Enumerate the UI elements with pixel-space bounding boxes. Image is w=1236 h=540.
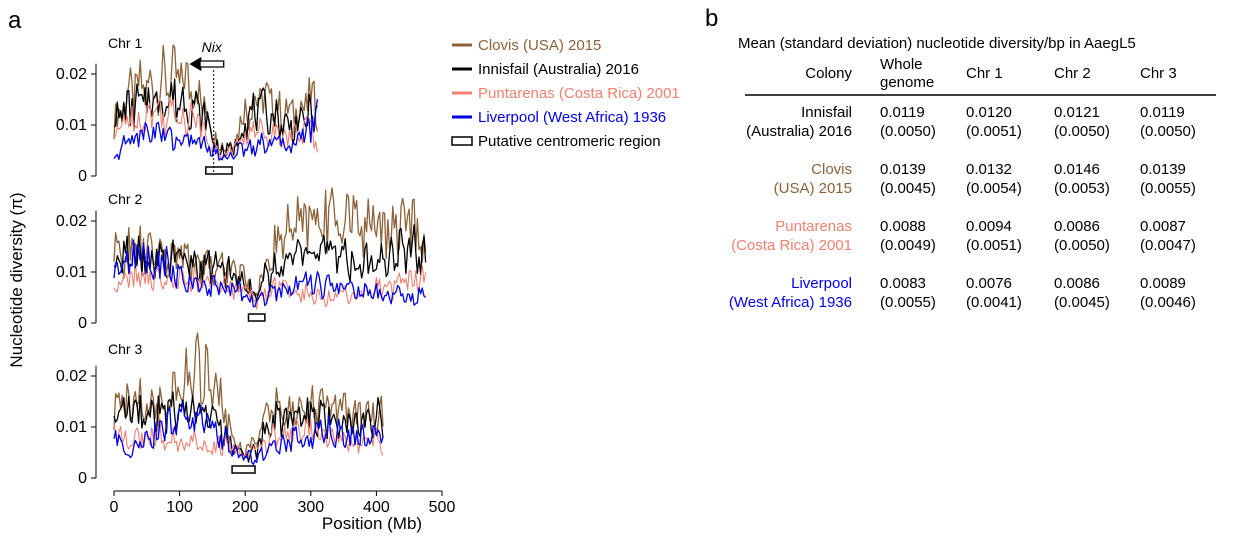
header-chr3: Chr 3 (1140, 65, 1177, 82)
x-tick-label: 200 (232, 499, 259, 516)
header-whole-line1: Whole (880, 56, 923, 73)
table-cell-sd: (0.0047) (1140, 237, 1196, 254)
chromosome-label: Chr 2 (108, 191, 142, 207)
series-line-liverpool (113, 401, 384, 466)
y-tick-label: 0.02 (56, 213, 87, 230)
series-line-puntarenas (113, 96, 318, 160)
table-cell-mean: 0.0146 (1054, 161, 1100, 178)
legend-label: Innisfail (Australia) 2016 (478, 61, 639, 78)
table-cell-sd: (0.0046) (1140, 294, 1196, 311)
diversity-table: Mean (standard deviation) nucleotide div… (729, 35, 1216, 311)
legend-label: Liverpool (West Africa) 1936 (478, 109, 666, 126)
nix-label: Nix (202, 39, 223, 55)
centromere-box (231, 465, 256, 474)
chromosome-label: Chr 1 (108, 35, 142, 51)
y-tick-label: 0.02 (56, 368, 87, 385)
series-line-clovis (113, 332, 384, 457)
x-tick-label: 300 (297, 499, 324, 516)
y-axis-label: Nucleotide diversity (π) (7, 192, 26, 367)
series-line-innisfail (113, 224, 427, 303)
y-tick-label: 0.02 (56, 66, 87, 83)
series-line-innisfail (113, 391, 384, 463)
table-cell-sd: (0.0045) (1054, 294, 1110, 311)
table-cell-mean: 0.0086 (1054, 218, 1100, 235)
nix-arrowhead-icon (190, 58, 201, 70)
series-line-liverpool (113, 239, 427, 308)
y-tick-label: 0 (78, 470, 87, 487)
table-cell-mean: 0.0083 (880, 275, 926, 292)
table-cell-mean: 0.0139 (1140, 161, 1186, 178)
table-cell-sd: (0.0051) (966, 123, 1022, 140)
legend-label: Clovis (USA) 2015 (478, 37, 601, 54)
x-tick-label: 100 (166, 499, 193, 516)
y-tick-label: 0.01 (56, 419, 87, 436)
header-chr1: Chr 1 (966, 65, 1003, 82)
table-cell-mean: 0.0089 (1140, 275, 1186, 292)
table-cell-mean: 0.0120 (966, 104, 1012, 121)
table-cell-sd: (0.0051) (966, 237, 1022, 254)
x-tick-label: 500 (429, 499, 456, 516)
table-cell-mean: 0.0132 (966, 161, 1012, 178)
chromosome-panel: 0 0.01 0.02 Chr 1 Nix (56, 35, 319, 185)
y-tick-label: 0.01 (56, 264, 87, 281)
table-colony-name: Puntarenas (775, 218, 852, 235)
table-cell-sd: (0.0050) (1140, 123, 1196, 140)
x-axis: 0 100 200 300 400 500 (110, 490, 456, 516)
panel-a-letter: a (8, 7, 22, 34)
table-cell-mean: 0.0121 (1054, 104, 1100, 121)
series-line-liverpool (113, 99, 319, 161)
table-cell-sd: (0.0053) (1054, 180, 1110, 197)
y-tick-label: 0 (78, 168, 87, 185)
table-cell-sd: (0.0041) (966, 294, 1022, 311)
x-axis-label: Position (Mb) (322, 514, 422, 533)
legend-label: Putative centromeric region (478, 133, 661, 150)
line-plots: 0 0.01 0.02 Chr 1 Nix 0 0.01 0.02 Chr 2 0 0.01 0.02… (56, 35, 456, 516)
x-tick-label: 400 (363, 499, 390, 516)
chromosome-panel: 0 0.01 0.02 Chr 3 (56, 332, 384, 487)
table-colony-name: Innisfail (801, 104, 852, 121)
centromere-box (205, 166, 233, 175)
table-cell-sd: (0.0050) (1054, 237, 1110, 254)
chromosome-panel: 0 0.01 0.02 Chr 2 (56, 187, 427, 332)
table-colony-detail: (West Africa) 1936 (729, 294, 852, 311)
table-cell-mean: 0.0086 (1054, 275, 1100, 292)
table-colony-detail: (Australia) 2016 (746, 123, 852, 140)
table-cell-sd: (0.0050) (880, 123, 936, 140)
table-cell-mean: 0.0088 (880, 218, 926, 235)
table-colony-detail: (USA) 2015 (774, 180, 852, 197)
legend: Clovis (USA) 2015 Innisfail (Australia) 2… (451, 37, 680, 150)
panel-b-letter: b (705, 5, 718, 32)
table-cell-sd: (0.0055) (880, 294, 936, 311)
table-cell-mean: 0.0094 (966, 218, 1012, 235)
header-colony: Colony (805, 65, 852, 82)
y-tick-label: 0 (78, 315, 87, 332)
table-cell-mean: 0.0119 (880, 104, 925, 121)
header-chr2: Chr 2 (1054, 65, 1091, 82)
table-colony-name: Liverpool (791, 275, 852, 292)
table-cell-mean: 0.0119 (1140, 104, 1185, 121)
centromere-box (247, 313, 266, 322)
table-cell-sd: (0.0049) (880, 237, 936, 254)
chromosome-label: Chr 3 (108, 341, 142, 357)
table-cell-sd: (0.0050) (1054, 123, 1110, 140)
table-cell-mean: 0.0087 (1140, 218, 1186, 235)
table-rows: Innisfail (Australia) 2016 0.0119 (0.0050) 0… (729, 104, 1196, 311)
table-cell-sd: (0.0045) (880, 180, 936, 197)
table-colony-name: Clovis (811, 161, 852, 178)
table-colony-detail: (Costa Rica) 2001 (731, 237, 852, 254)
table-cell-mean: 0.0139 (880, 161, 926, 178)
legend-label: Puntarenas (Costa Rica) 2001 (478, 85, 680, 102)
legend-swatch (451, 136, 473, 146)
x-tick-label: 0 (110, 499, 119, 516)
table-cell-sd: (0.0054) (966, 180, 1022, 197)
table-cell-mean: 0.0076 (966, 275, 1012, 292)
table-title: Mean (standard deviation) nucleotide div… (738, 35, 1136, 52)
y-tick-label: 0.01 (56, 117, 87, 134)
table-cell-sd: (0.0055) (1140, 180, 1196, 197)
header-whole-line2: genome (880, 74, 934, 91)
